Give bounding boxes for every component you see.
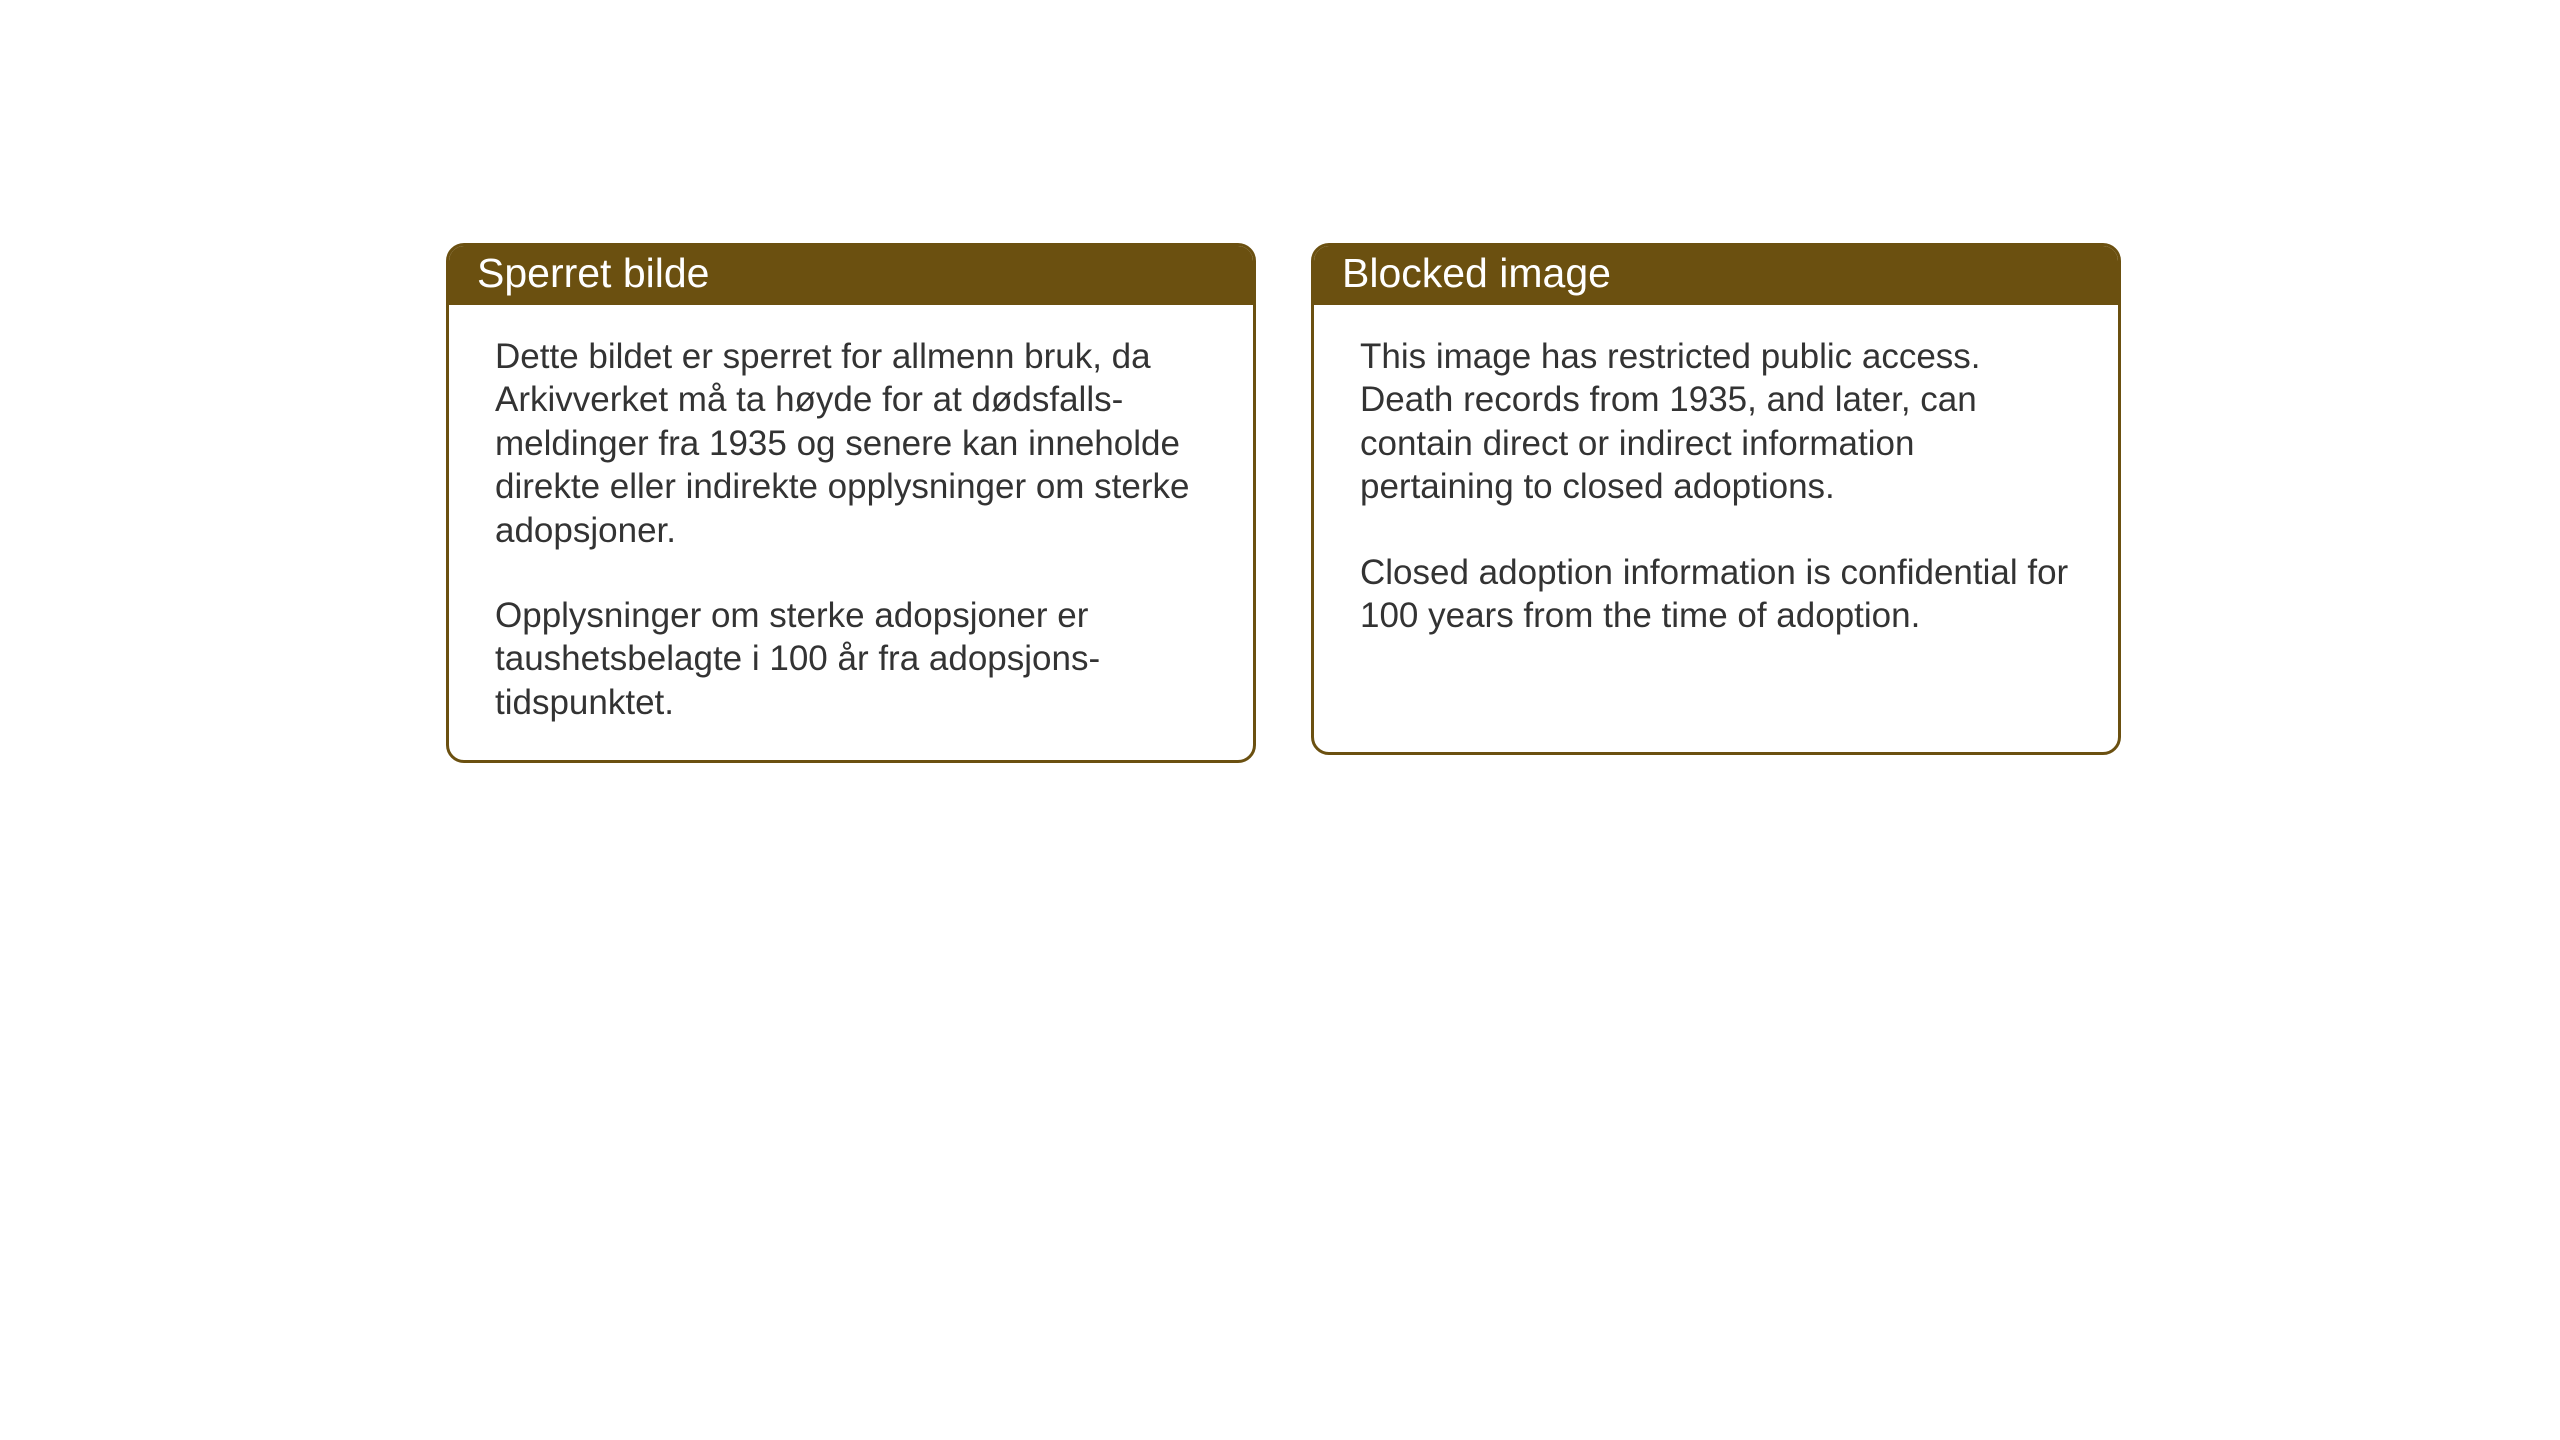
notice-container: Sperret bilde Dette bildet er sperret fo… [0,0,2560,763]
notice-paragraph: Opplysninger om sterke adopsjoner er tau… [495,594,1207,724]
notice-box-norwegian: Sperret bilde Dette bildet er sperret fo… [446,243,1256,763]
notice-box-english: Blocked image This image has restricted … [1311,243,2121,755]
notice-header-english: Blocked image [1314,246,2118,305]
notice-body-norwegian: Dette bildet er sperret for allmenn bruk… [449,305,1253,760]
notice-header-norwegian: Sperret bilde [449,246,1253,305]
notice-paragraph: This image has restricted public access.… [1360,335,2072,509]
notice-paragraph: Closed adoption information is confident… [1360,551,2072,638]
notice-body-english: This image has restricted public access.… [1314,305,2118,673]
notice-paragraph: Dette bildet er sperret for allmenn bruk… [495,335,1207,552]
